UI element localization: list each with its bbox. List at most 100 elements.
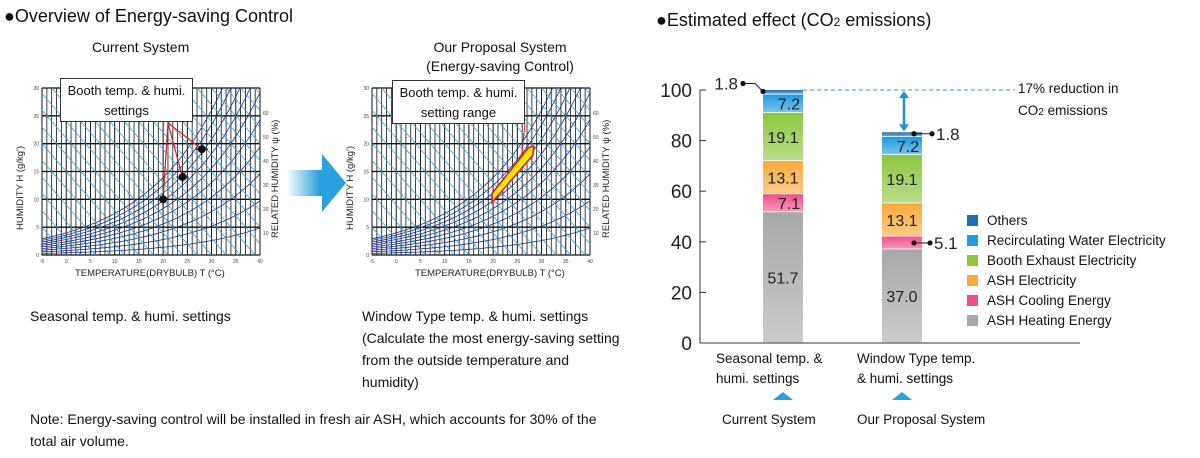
legend-swatch — [967, 214, 978, 226]
psy-current-xlabel: TEMPERATURE(DRYBULB) T (°C) — [75, 268, 225, 279]
legend-label: Others — [987, 212, 1028, 228]
legend-swatch — [967, 274, 978, 286]
rh-tick-label: 40 — [263, 159, 269, 165]
rh-tick-label: 30 — [263, 183, 269, 189]
legend-swatch — [967, 234, 978, 246]
x-tick-label: 0 — [65, 259, 68, 265]
enthalpy-line — [372, 143, 470, 255]
x-tick-label: 20 — [160, 259, 166, 265]
bar-segment-ash-cooling-energy — [882, 236, 922, 249]
current-callout: Booth temp. & humi. settings — [60, 78, 193, 122]
bar-segment-ash-heating-energy — [882, 249, 922, 343]
y-tick-label: 60 — [671, 182, 692, 203]
category-label-current-line1: Seasonal temp. & — [716, 351, 823, 366]
current-caption: Seasonal temp. & humi. settings — [30, 308, 231, 324]
category-label-proposal: Window Type temp. & humi. settings — [857, 349, 975, 389]
y-tick-label: 30 — [33, 86, 39, 92]
x-tick-label: 0 — [395, 259, 398, 265]
x-tick-label: 40 — [587, 259, 593, 265]
triangle-up-icon — [773, 392, 793, 400]
y-tick-label: 10 — [363, 197, 369, 203]
leader-dot — [927, 240, 933, 246]
data-label: 5.1 — [934, 234, 958, 253]
enthalpy-line — [225, 88, 260, 128]
rh-curve — [42, 146, 260, 249]
x-tick-label: -5 — [40, 259, 45, 265]
rh-curve — [42, 88, 224, 240]
rh-tick-label: 30 — [593, 183, 599, 189]
enthalpy-line — [182, 88, 260, 178]
x-tick-label: 25 — [515, 259, 521, 265]
legend-item: ASH Electricity — [967, 270, 1166, 290]
y-tick-label: 25 — [33, 114, 39, 120]
rh-tick-label: 10 — [263, 231, 269, 237]
psy-current-ylabel: HUMIDITY H (g/kg') — [15, 146, 26, 230]
co2-stacked-bar-chart: 0 20 40 60 80 100 51.7 7.1 13.1 19.1 7.2 37.0 13.1 19… — [660, 75, 1080, 355]
proposal-system-heading-line1: Our Proposal System — [433, 39, 567, 55]
data-label: 37.0 — [886, 289, 917, 306]
rh-curve — [42, 92, 260, 246]
overview-title: ●Overview of Energy-saving Control — [4, 6, 293, 26]
leader-dot — [911, 131, 917, 137]
callout-leader-line — [167, 122, 203, 150]
rh-curve — [372, 200, 590, 253]
chart-legend: Others Recirculating Water Electricity Boo… — [967, 210, 1166, 330]
data-label: 1.8 — [714, 75, 738, 94]
enthalpy-line — [372, 226, 397, 255]
data-label: 51.7 — [767, 271, 798, 288]
enthalpy-line — [526, 88, 590, 161]
system-label-current: Current System — [722, 412, 816, 427]
proposal-callout: Booth temp. & humi. setting range — [392, 80, 525, 124]
rh-tick-label: 20 — [263, 207, 269, 213]
enthalpy-line — [167, 88, 260, 195]
enthalpy-line — [372, 209, 412, 255]
x-tick-label: 30 — [209, 259, 215, 265]
bar-segment-ash-heating-energy — [763, 212, 803, 343]
legend-label: Recirculating Water Electricity — [987, 232, 1166, 248]
enthalpy-line — [372, 159, 455, 255]
rh-tick-label: 50 — [593, 135, 599, 141]
reduction-arrow-head-down — [899, 124, 909, 132]
leader-dot — [911, 240, 917, 246]
rh-tick-label: 40 — [593, 159, 599, 165]
data-label: 13.1 — [886, 213, 917, 230]
reduction-annotation: 17% reduction in CO2 emissions — [1018, 78, 1119, 124]
y-tick-label: 30 — [363, 86, 369, 92]
enthalpy-line — [42, 176, 111, 255]
data-label: 7.2 — [778, 97, 800, 114]
data-label: 19.1 — [767, 130, 798, 147]
y-tick-label: 0 — [681, 334, 692, 355]
x-tick-label: 30 — [539, 259, 545, 265]
enthalpy-line — [42, 159, 125, 255]
leader-dot — [740, 80, 746, 87]
y-tick-label: 20 — [33, 142, 39, 148]
rh-curve — [42, 88, 232, 241]
legend-item: ASH Cooling Energy — [967, 290, 1166, 310]
enthalpy-line — [555, 88, 590, 128]
y-tick-label: 20 — [671, 283, 692, 304]
enthalpy-line — [196, 88, 260, 161]
callout-leader-line — [167, 122, 184, 178]
category-label-proposal-line1: Window Type temp. — [857, 351, 976, 366]
current-system-heading: Current System — [92, 39, 190, 55]
enthalpy-line — [42, 193, 96, 255]
legend-item: Booth Exhaust Electricity — [967, 250, 1166, 270]
y-tick-label: 25 — [363, 114, 369, 120]
title-subscript: 2 — [833, 15, 841, 29]
enthalpy-line — [42, 109, 169, 255]
x-tick-label: 5 — [89, 259, 92, 265]
estimated-effect-title: ●Estimated effect (CO2 emissions) — [656, 10, 931, 31]
category-label-current: Seasonal temp. & humi. settings — [716, 349, 823, 389]
y-tick-label: 5 — [36, 225, 39, 231]
data-label: 7.1 — [778, 196, 800, 213]
legend-label: ASH Heating Energy — [987, 312, 1112, 328]
category-label-proposal-line2: & humi. settings — [857, 371, 954, 386]
x-tick-label: 10 — [112, 259, 118, 265]
enthalpy-line — [42, 126, 154, 255]
reduction-arrow-head-up — [899, 91, 909, 98]
rh-curve — [372, 88, 562, 241]
reduction-line1: 17% reduction in — [1018, 81, 1119, 96]
leader-dot — [929, 131, 935, 137]
y-tick-label: 10 — [33, 197, 39, 203]
reduction-emissions: emissions — [1043, 103, 1108, 118]
